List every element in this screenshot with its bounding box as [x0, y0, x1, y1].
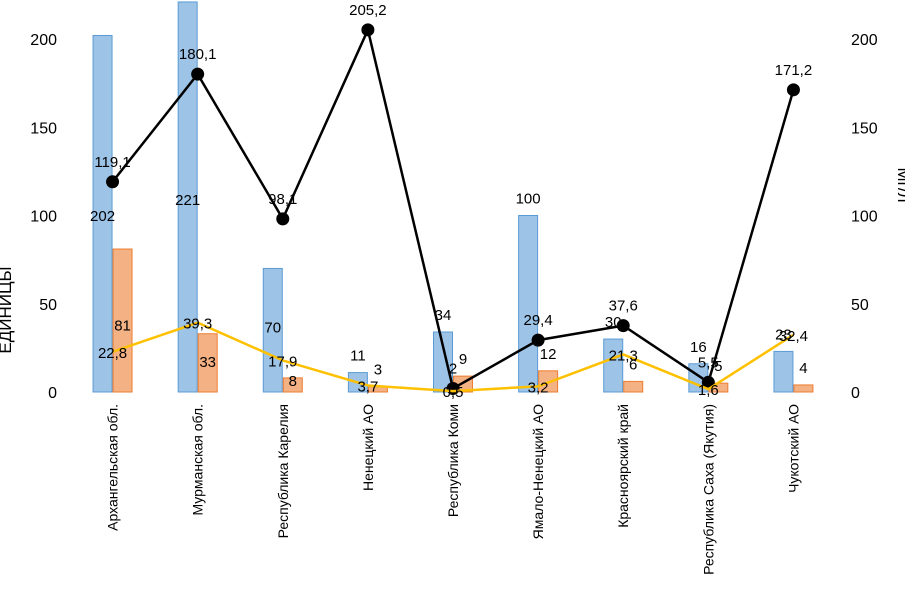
line-data-label: 21,3 — [609, 347, 638, 364]
line-data-label: 119,1 — [94, 154, 130, 171]
bar-data-label: 3 — [374, 362, 382, 379]
bar-data-label: 5 — [714, 358, 722, 375]
line-data-label: 205,2 — [349, 2, 387, 19]
category-label: Мурманская обл. — [190, 404, 206, 516]
y-right-tick-label: 100 — [851, 209, 878, 226]
y-left-tick-label: 150 — [30, 120, 57, 137]
bar — [92, 34, 113, 393]
line-data-label: 37,6 — [609, 298, 638, 315]
category-label: Красноярский край — [615, 404, 631, 528]
bar-data-label: 6 — [629, 356, 637, 373]
line-data-label: 5,5 — [698, 354, 719, 371]
y-right-tick-label: 200 — [851, 32, 878, 49]
line-marker — [531, 333, 545, 347]
line-data-label: 3,2 — [528, 379, 549, 396]
bar-data-label: 4 — [799, 360, 807, 377]
line-marker — [701, 375, 715, 389]
y-left-tick-label: 200 — [30, 32, 57, 49]
bar-data-label: 221 — [175, 192, 200, 209]
bar-data-label: 33 — [199, 354, 216, 371]
line-marker — [191, 67, 205, 81]
bar — [112, 248, 133, 393]
bar-data-label: 16 — [690, 339, 707, 356]
bar-data-label: 12 — [540, 346, 557, 363]
bar — [773, 350, 794, 393]
line-data-label: 3,7 — [357, 378, 378, 395]
bar-data-label: 70 — [264, 320, 281, 337]
bar — [262, 267, 283, 393]
y-left-tick-label: 50 — [39, 297, 57, 314]
series-line — [112, 321, 795, 393]
y-left-axis-title: ЕДИНИЦЫ — [0, 266, 15, 353]
line-marker — [616, 319, 630, 333]
bar-data-label: 8 — [289, 373, 297, 390]
bar-data-label: 100 — [516, 191, 541, 208]
category-label: Республика Саха (Якутия) — [700, 404, 716, 575]
line-marker — [106, 175, 120, 189]
category-label: Ямало-Ненецкий АО — [530, 404, 546, 539]
line-data-label: 180,1 — [179, 46, 217, 63]
bar-data-label: 23 — [775, 326, 792, 343]
line-marker — [276, 212, 290, 226]
bar-data-label: 30 — [605, 314, 622, 331]
bar — [282, 377, 303, 393]
bar — [197, 333, 218, 393]
line-marker — [361, 23, 375, 37]
y-right-tick-label: 50 — [851, 297, 869, 314]
line-data-label: 22,8 — [98, 345, 127, 362]
category-label: Архангельская обл. — [105, 404, 121, 531]
bar — [177, 1, 198, 393]
line-data-label: 98,1 — [268, 191, 297, 208]
line-data-label: 17,9 — [268, 353, 297, 370]
bar — [433, 331, 453, 393]
category-label: Республика Коми — [445, 404, 461, 517]
bar-data-label: 34 — [435, 307, 452, 324]
bar-data-label: 81 — [114, 318, 131, 335]
category-label: Ненецкий АО — [360, 404, 376, 491]
line-data-label: 32,4 — [779, 328, 808, 345]
y-left-tick-label: 100 — [30, 209, 57, 226]
bar — [793, 384, 814, 393]
bar — [518, 215, 539, 393]
line-data-label: 39,3 — [183, 316, 212, 333]
line-data-label: 1,6 — [698, 382, 719, 399]
line-data-label: 171,2 — [775, 62, 813, 79]
bar-data-label: 9 — [459, 351, 467, 368]
y-right-axis-title: Мг/л — [894, 167, 905, 202]
bar — [603, 338, 624, 393]
y-right-tick-label: 150 — [851, 120, 878, 137]
line-data-label: 2 — [449, 360, 457, 377]
line-data-label: 0,5 — [443, 384, 464, 401]
line-data-label: 29,4 — [524, 312, 553, 329]
bar — [623, 380, 644, 393]
category-label: Чукотский АО — [785, 404, 801, 493]
y-right-tick-label: 0 — [851, 385, 860, 402]
bar-data-label: 202 — [90, 208, 115, 225]
y-left-tick-label: 0 — [48, 385, 57, 402]
line-marker — [786, 83, 800, 97]
bar-data-label: 11 — [350, 348, 366, 365]
category-label: Республика Карелия — [275, 404, 291, 538]
